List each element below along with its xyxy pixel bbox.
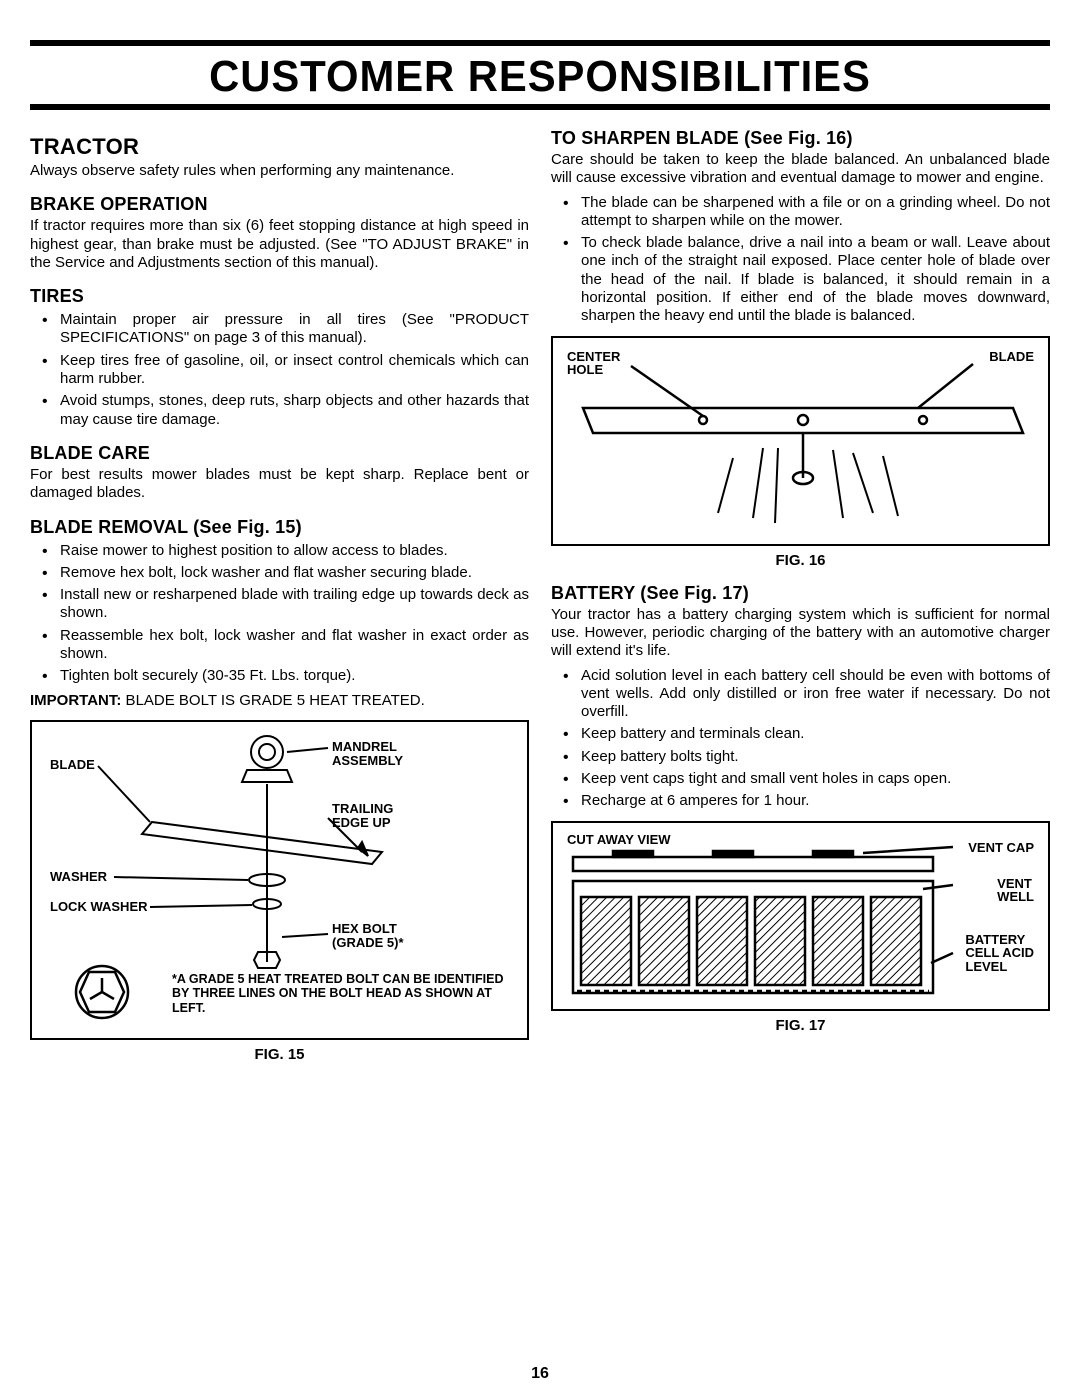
fig17-label-acid: BATTERY CELL ACID LEVEL [965, 933, 1034, 974]
list-item: Maintain proper air pressure in all tire… [30, 311, 529, 348]
list-bladeremoval: Raise mower to highest position to allow… [30, 542, 529, 686]
list-item: Keep vent caps tight and small vent hole… [551, 770, 1050, 788]
list-item: Avoid stumps, stones, deep ruts, sharp o… [30, 392, 529, 429]
list-item: Acid solution level in each battery cell… [551, 667, 1050, 722]
list-item: To check blade balance, drive a nail int… [551, 234, 1050, 325]
fig16-label-center: CENTER HOLE [567, 350, 620, 377]
fig15-label-mandrel: MANDREL ASSEMBLY [332, 740, 403, 767]
fig15-caption: FIG. 15 [30, 1046, 529, 1063]
fig16-diagram [553, 338, 1043, 543]
rule-top [30, 40, 1050, 46]
fig16-caption: FIG. 16 [551, 552, 1050, 569]
figure-17: CUT AWAY VIEW VENT CAP VENT WELL BATTERY… [551, 821, 1050, 1011]
text-battery: Your tractor has a battery charging syst… [551, 606, 1050, 661]
list-item: Install new or resharpened blade with tr… [30, 586, 529, 623]
left-column: TRACTOR Always observe safety rules when… [30, 128, 529, 1073]
list-item: Keep battery bolts tight. [551, 748, 1050, 766]
figure-15: BLADE MANDREL ASSEMBLY TRAILING EDGE UP … [30, 720, 529, 1040]
heading-battery: BATTERY (See Fig. 17) [551, 583, 1050, 604]
page-number: 16 [0, 1365, 1080, 1383]
text-bladecare: For best results mower blades must be ke… [30, 466, 529, 503]
list-item: Recharge at 6 amperes for 1 hour. [551, 792, 1050, 810]
list-item: Keep battery and terminals clean. [551, 725, 1050, 743]
fig15-label-washer: WASHER [50, 870, 107, 884]
right-column: TO SHARPEN BLADE (See Fig. 16) Care shou… [551, 128, 1050, 1073]
fig17-label-cutaway: CUT AWAY VIEW [567, 833, 671, 847]
heading-tractor: TRACTOR [30, 134, 529, 160]
heading-sharpen: TO SHARPEN BLADE (See Fig. 16) [551, 128, 1050, 149]
important-text: BLADE BOLT IS GRADE 5 HEAT TREATED. [121, 692, 424, 709]
list-battery: Acid solution level in each battery cell… [551, 667, 1050, 811]
text-sharpen: Care should be taken to keep the blade b… [551, 151, 1050, 188]
fig15-label-lockwasher: LOCK WASHER [50, 900, 148, 914]
fig17-caption: FIG. 17 [551, 1017, 1050, 1034]
heading-bladeremoval: BLADE REMOVAL (See Fig. 15) [30, 517, 529, 538]
fig17-label-ventwell: VENT WELL [997, 877, 1034, 904]
heading-bladecare: BLADE CARE [30, 443, 529, 464]
important-note: IMPORTANT: BLADE BOLT IS GRADE 5 HEAT TR… [30, 692, 529, 710]
list-item: Tighten bolt securely (30-35 Ft. Lbs. to… [30, 667, 529, 685]
fig15-label-blade: BLADE [50, 758, 95, 772]
rule-bottom [30, 104, 1050, 110]
content-columns: TRACTOR Always observe safety rules when… [30, 128, 1050, 1073]
fig15-label-hexbolt: HEX BOLT (GRADE 5)* [332, 922, 404, 949]
heading-brake: BRAKE OPERATION [30, 194, 529, 215]
list-item: Raise mower to highest position to allow… [30, 542, 529, 560]
fig16-label-blade: BLADE [989, 350, 1034, 364]
list-item: The blade can be sharpened with a file o… [551, 194, 1050, 231]
fig15-label-trailing: TRAILING EDGE UP [332, 802, 393, 829]
important-label: IMPORTANT: [30, 692, 121, 709]
text-brake: If tractor requires more than six (6) fe… [30, 217, 529, 272]
list-item: Reassemble hex bolt, lock washer and fla… [30, 627, 529, 664]
text-tractor: Always observe safety rules when perform… [30, 162, 529, 180]
list-sharpen: The blade can be sharpened with a file o… [551, 194, 1050, 326]
figure-16: CENTER HOLE BLADE [551, 336, 1050, 546]
list-item: Remove hex bolt, lock washer and flat wa… [30, 564, 529, 582]
fig15-note: *A GRADE 5 HEAT TREATED BOLT CAN BE IDEN… [172, 972, 515, 1015]
page-title: CUSTOMER RESPONSIBILITIES [56, 48, 1025, 104]
heading-tires: TIRES [30, 286, 529, 307]
list-item: Keep tires free of gasoline, oil, or ins… [30, 352, 529, 389]
list-tires: Maintain proper air pressure in all tire… [30, 311, 529, 429]
fig17-label-ventcap: VENT CAP [968, 841, 1034, 855]
